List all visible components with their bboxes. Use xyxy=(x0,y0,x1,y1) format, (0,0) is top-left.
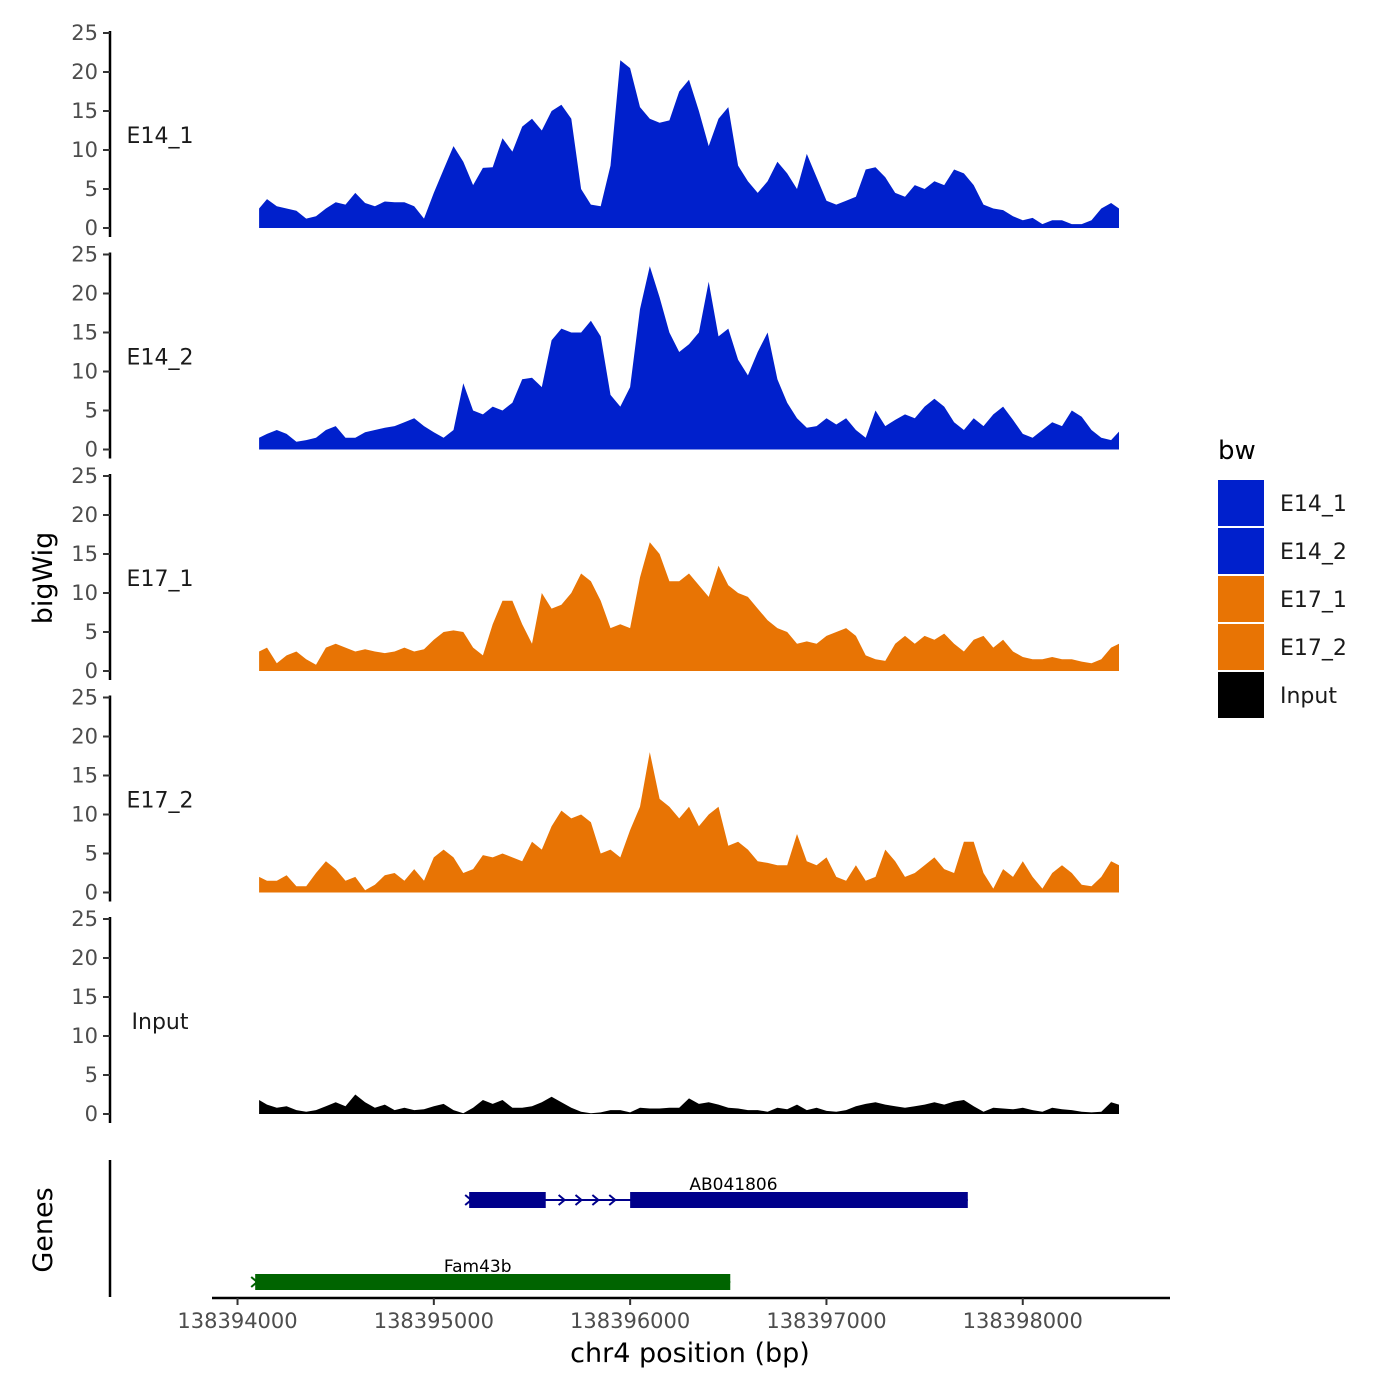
gene-label: Fam43b xyxy=(444,1257,512,1277)
track-panel-e17-2: 0 5 10 15 20 25 E17_2 xyxy=(71,686,1120,905)
gene-label: AB041806 xyxy=(689,1175,777,1195)
y-tick-label: 0 xyxy=(85,1102,98,1126)
y-tick-label: 5 xyxy=(85,842,98,866)
y-tick-label: 0 xyxy=(85,659,98,683)
exon-block xyxy=(630,1192,968,1208)
y-tick-label: 15 xyxy=(71,99,98,123)
x-tick-label: 138394000 xyxy=(177,1309,297,1333)
strand-arrow xyxy=(574,1194,584,1206)
y-tick-label: 25 xyxy=(71,464,98,488)
y-tick-label: 20 xyxy=(71,725,98,749)
y-tick-label: 10 xyxy=(71,360,98,384)
y-tick-label: 10 xyxy=(71,581,98,605)
track-panel-e17-1: 0 5 10 15 20 25 E17_1 xyxy=(71,464,1120,683)
legend-title: bw xyxy=(1218,436,1256,466)
area-e17-2 xyxy=(259,752,1120,893)
gene-track: AB041806 Fam43b xyxy=(108,1160,968,1297)
strand-arrow xyxy=(608,1194,617,1206)
legend-label-input: Input xyxy=(1280,684,1337,709)
y-tick-label: 5 xyxy=(85,399,98,423)
legend-key-e17-2 xyxy=(1218,624,1264,670)
x-tick-label: 138395000 xyxy=(374,1309,494,1333)
track-panels: 0 5 10 15 20 25 E14_1 0 5 10 15 20 25 E14_2 0 5 10 15 20 25… xyxy=(71,21,1120,1126)
track-panel-input: 0 5 10 15 20 25 Input xyxy=(71,907,1120,1126)
y-axis-title: bigWig xyxy=(28,532,59,625)
track-panel-e14-1: 0 5 10 15 20 25 E14_1 xyxy=(71,21,1120,240)
gene-fam43b: Fam43b xyxy=(250,1257,731,1290)
area-e14-1 xyxy=(259,60,1120,228)
y-tick-label: 0 xyxy=(85,438,98,462)
y-tick-label: 15 xyxy=(71,985,98,1009)
y-tick-label: 15 xyxy=(71,542,98,566)
track-label-e14-2: E14_2 xyxy=(127,346,194,371)
strand-arrow xyxy=(557,1194,567,1206)
y-tick-label: 20 xyxy=(71,946,98,970)
track-label-e17-2: E17_2 xyxy=(127,789,194,814)
y-tick-label: 10 xyxy=(71,803,98,827)
area-e14-2 xyxy=(259,266,1120,450)
y-tick-label: 10 xyxy=(71,138,98,162)
track-label-e17-1: E17_1 xyxy=(127,567,194,592)
y-tick-label: 25 xyxy=(71,21,98,45)
y-tick-label: 15 xyxy=(71,321,98,345)
y-tick-label: 20 xyxy=(71,503,98,527)
x-tick-label: 138398000 xyxy=(963,1309,1083,1333)
legend-label-e14-2: E14_2 xyxy=(1280,540,1347,565)
legend-key-e17-1 xyxy=(1218,576,1264,622)
y-tick-label: 25 xyxy=(71,243,98,267)
y-tick-label: 20 xyxy=(71,60,98,84)
strand-arrow xyxy=(591,1194,600,1206)
genes-axis-title: Genes xyxy=(28,1187,59,1272)
exon-block xyxy=(255,1274,731,1290)
area-e17-1 xyxy=(259,542,1120,671)
x-axis: 138394000 138395000 138396000 138397000 1383… xyxy=(177,1296,1170,1333)
legend-key-input xyxy=(1218,672,1264,718)
area-input xyxy=(259,1094,1120,1114)
y-tick-label: 0 xyxy=(85,881,98,905)
exon-block xyxy=(469,1192,546,1208)
legend-label-e14-1: E14_1 xyxy=(1280,492,1347,517)
y-tick-label: 0 xyxy=(85,216,98,240)
track-label-e14-1: E14_1 xyxy=(127,124,194,149)
y-tick-label: 25 xyxy=(71,686,98,710)
y-tick-label: 15 xyxy=(71,764,98,788)
x-tick-label: 138396000 xyxy=(570,1309,690,1333)
gene-ab041806: AB041806 xyxy=(464,1175,968,1208)
y-tick-label: 5 xyxy=(85,1063,98,1087)
y-tick-label: 10 xyxy=(71,1024,98,1048)
track-panel-e14-2: 0 5 10 15 20 25 E14_2 xyxy=(71,243,1120,462)
legend-label-e17-1: E17_1 xyxy=(1280,588,1347,613)
y-tick-label: 5 xyxy=(85,620,98,644)
track-label-input: Input xyxy=(132,1010,189,1035)
y-tick-label: 5 xyxy=(85,177,98,201)
legend: bw E14_1 E14_2 E17_1 E17_2 Input xyxy=(1218,436,1347,718)
legend-key-e14-2 xyxy=(1218,528,1264,574)
x-tick-label: 138397000 xyxy=(766,1309,886,1333)
y-tick-label: 20 xyxy=(71,282,98,306)
legend-key-e14-1 xyxy=(1218,480,1264,526)
legend-label-e17-2: E17_2 xyxy=(1280,636,1347,661)
y-tick-label: 25 xyxy=(71,907,98,931)
x-axis-title: chr4 position (bp) xyxy=(570,1338,810,1369)
